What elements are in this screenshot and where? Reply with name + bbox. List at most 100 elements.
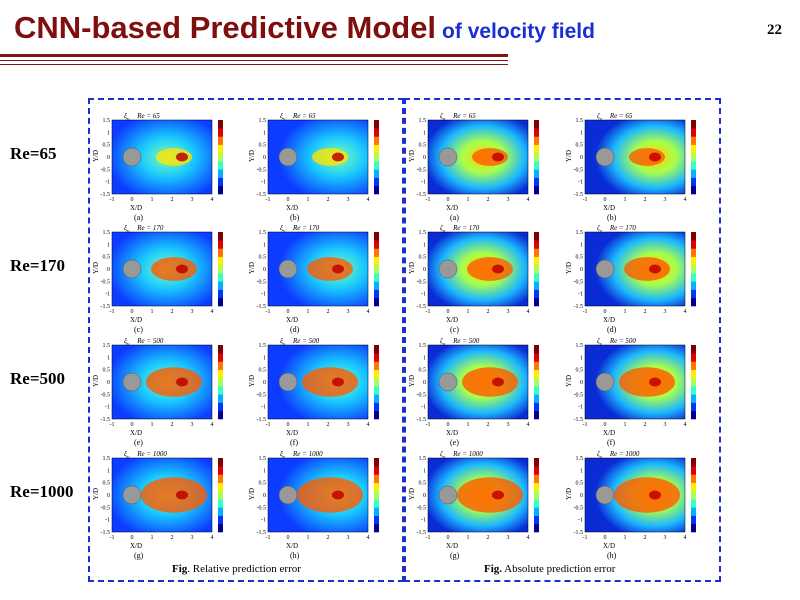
y-tick-label: 0.5 (259, 255, 267, 261)
colorbar-segment (534, 369, 539, 379)
x-axis-label: X/D (286, 316, 299, 324)
contour-figure: -1 0 1 2 3 41.510.50-0.5-1-1.5 (101, 118, 223, 203)
y-tick-label: -0.5 (101, 167, 111, 173)
cylinder (438, 259, 458, 279)
x-tick-label: 4 (527, 197, 530, 203)
colorbar-segment (374, 490, 379, 500)
colorbar-segment (374, 169, 379, 178)
x-tick-label: 0 (447, 535, 450, 541)
y-tick-label: -0.5 (574, 392, 584, 398)
x-tick-label: 2 (171, 422, 174, 428)
y-tick-label: -1 (261, 405, 266, 411)
peak-region (492, 377, 504, 387)
colorbar-segment (691, 136, 696, 145)
x-tick-label: 0 (131, 197, 134, 203)
y-tick-label: 0 (423, 155, 426, 161)
colorbar-segment (534, 410, 539, 420)
y-tick-label: -1 (578, 292, 583, 298)
contour-plot: -1 0 1 2 3 4 1.5 1 0.5 0 -0.5 -1 -1.5 ζu Re = 500 X/D Y… (408, 335, 558, 450)
colorbar-segment (218, 248, 223, 257)
y-tick-label: 1 (580, 130, 583, 136)
contour-figure: -1 0 1 2 3 41.510.50-0.5-1-1.5 (417, 456, 539, 541)
colorbar-segment (374, 458, 379, 467)
contour-figure: -1 0 1 2 3 41.510.50-0.5-1-1.5 (417, 230, 539, 315)
x-tick-label: 0 (604, 422, 607, 428)
colorbar-segment (374, 128, 379, 137)
colorbar-segment (691, 353, 696, 362)
x-tick-label: 4 (684, 309, 687, 315)
y-tick-label: 1 (423, 468, 426, 474)
x-tick-label: 4 (211, 197, 214, 203)
y-tick-label: -0.5 (257, 392, 267, 398)
y-tick-label: -0.5 (417, 392, 427, 398)
y-axis-label: Y/D (408, 261, 417, 275)
x-axis-label: X/D (446, 204, 459, 212)
y-tick-label: -1.5 (417, 304, 427, 310)
y-tick-label: 0.5 (103, 481, 111, 487)
y-tick-label: 1 (107, 468, 110, 474)
x-tick-label: 1 (624, 309, 627, 315)
wake-region (472, 148, 508, 166)
colorbar-segment (691, 297, 696, 307)
plot-title: ζv Re = 500 (597, 337, 636, 348)
title-main: CNN-based Predictive Model (14, 10, 437, 45)
y-tick-label: 1.5 (259, 343, 267, 349)
colorbar-segment (691, 256, 696, 266)
x-tick-label: 3 (191, 309, 194, 315)
x-tick-label: -1 (583, 197, 588, 203)
row-label-re1000: Re=1000 (10, 482, 74, 501)
colorbar-segment (218, 523, 223, 533)
colorbar-segment (218, 507, 223, 516)
x-tick-label: 1 (467, 535, 470, 541)
x-tick-label: 1 (624, 535, 627, 541)
colorbar-segment (534, 161, 539, 170)
colorbar-segment (374, 369, 379, 379)
x-tick-label: 3 (507, 197, 510, 203)
colorbar-segment (218, 410, 223, 420)
colorbar-segment (691, 369, 696, 379)
x-axis-label: X/D (446, 542, 459, 550)
y-tick-label: 0 (107, 380, 110, 386)
y-tick-label: 1.5 (576, 230, 584, 236)
y-tick-label: 1 (423, 242, 426, 248)
colorbar-segment (218, 402, 223, 412)
x-tick-label: 3 (507, 535, 510, 541)
x-tick-label: -1 (110, 197, 115, 203)
x-tick-label: 3 (347, 535, 350, 541)
y-tick-label: 1 (107, 130, 110, 136)
subfigure-label: (d) (290, 325, 300, 334)
wake-region (141, 477, 207, 513)
y-tick-label: -0.5 (101, 505, 111, 511)
x-axis-label: X/D (286, 542, 299, 550)
y-tick-label: -1.5 (574, 192, 584, 198)
y-axis-label: Y/D (92, 487, 101, 501)
colorbar-segment (691, 386, 696, 395)
subfigure-label: (f) (290, 438, 298, 447)
colorbar-segment (534, 152, 539, 162)
colorbar-segment (374, 281, 379, 290)
x-tick-label: 4 (527, 422, 530, 428)
colorbar-segment (691, 185, 696, 195)
colorbar-segment (218, 240, 223, 249)
colorbar-segment (691, 232, 696, 241)
colorbar-segment (218, 394, 223, 403)
y-tick-label: 1 (423, 355, 426, 361)
colorbar-segment (691, 161, 696, 170)
wake-region (297, 477, 363, 513)
y-tick-label: 0 (107, 493, 110, 499)
x-tick-label: 4 (211, 309, 214, 315)
y-tick-label: 1.5 (576, 118, 584, 124)
y-axis-label: Y/D (565, 149, 574, 163)
colorbar-segment (218, 297, 223, 307)
y-tick-label: 1 (107, 242, 110, 248)
colorbar-segment (374, 515, 379, 525)
y-tick-label: -0.5 (574, 279, 584, 285)
y-tick-label: -1 (105, 405, 110, 411)
x-axis-label: X/D (446, 316, 459, 324)
y-axis-label: Y/D (248, 261, 257, 275)
x-tick-label: 0 (131, 535, 134, 541)
y-tick-label: -1 (421, 180, 426, 186)
colorbar-segment (374, 256, 379, 266)
colorbar-segment (691, 394, 696, 403)
contour-plot: -1 0 1 2 3 4 1.5 1 0.5 0 -0.5 -1 -1.5 ξv Re = 65 X/D Y/… (248, 110, 398, 225)
